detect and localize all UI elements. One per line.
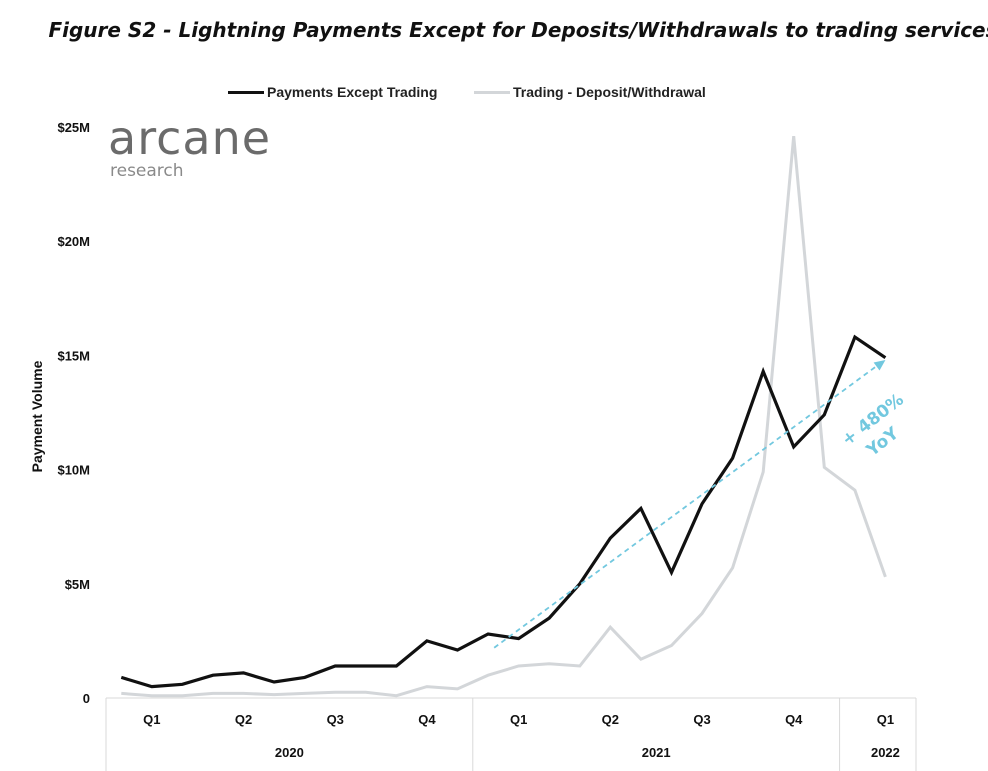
legend-item-payments: Payments Except Trading [228, 84, 437, 100]
y-tick-label: 0 [83, 691, 90, 706]
x-tick-label-quarter: Q1 [143, 712, 160, 727]
x-tick-label-year: 2022 [871, 745, 900, 760]
trend-arrow-line [493, 363, 880, 649]
x-tick-label-year: 2021 [642, 745, 671, 760]
legend-swatch-trading [474, 90, 510, 94]
x-tick-label-quarter: Q4 [785, 712, 803, 727]
x-tick-label-quarter: Q3 [693, 712, 710, 727]
y-tick-label: $20M [57, 234, 90, 249]
series-line-trading [121, 135, 887, 698]
legend: Payments Except Trading Trading - Deposi… [0, 84, 988, 104]
legend-label-trading: Trading - Deposit/Withdrawal [513, 84, 706, 100]
arcane-research-logo: arcane research [108, 114, 271, 180]
trend-arrow-head [873, 359, 886, 371]
x-tick-label-quarter: Q1 [510, 712, 527, 727]
y-axis-label: Payment Volume [29, 360, 45, 472]
y-tick-label: $25M [57, 120, 90, 135]
x-tick-label-quarter: Q4 [418, 712, 436, 727]
x-tick-label-quarter: Q2 [602, 712, 619, 727]
x-tick-label-year: 2020 [275, 745, 304, 760]
logo-wordmark: arcane [108, 111, 272, 165]
chart-title: Figure S2 - Lightning Payments Except fo… [48, 18, 988, 42]
legend-item-trading: Trading - Deposit/Withdrawal [474, 84, 706, 100]
legend-label-payments: Payments Except Trading [267, 84, 438, 100]
x-tick-label-quarter: Q3 [327, 712, 344, 727]
series-line-payments [120, 334, 887, 689]
y-tick-label: $5M [65, 577, 90, 592]
y-tick-label: $15M [57, 348, 90, 363]
x-tick-label-quarter: Q1 [877, 712, 894, 727]
y-tick-label: $10M [57, 463, 90, 478]
logo-subtitle: research [110, 161, 184, 181]
x-tick-label-quarter: Q2 [235, 712, 252, 727]
legend-swatch-payments [228, 90, 264, 94]
